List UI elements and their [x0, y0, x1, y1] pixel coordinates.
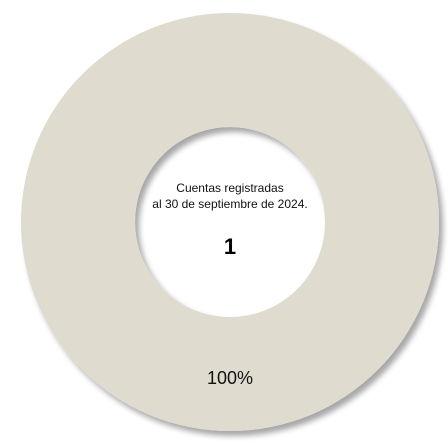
slice-labels: 100%	[207, 368, 253, 388]
donut-slice	[21, 13, 439, 431]
center-annotation: Cuentas registradas al 30 de septiembre …	[152, 181, 307, 259]
donut-slices	[21, 13, 439, 431]
center-text-line2: al 30 de septiembre de 2024.	[152, 197, 307, 211]
slice-data-label: 100%	[207, 368, 253, 388]
center-text-line1: Cuentas registradas	[176, 181, 283, 195]
center-value: 1	[224, 234, 236, 259]
